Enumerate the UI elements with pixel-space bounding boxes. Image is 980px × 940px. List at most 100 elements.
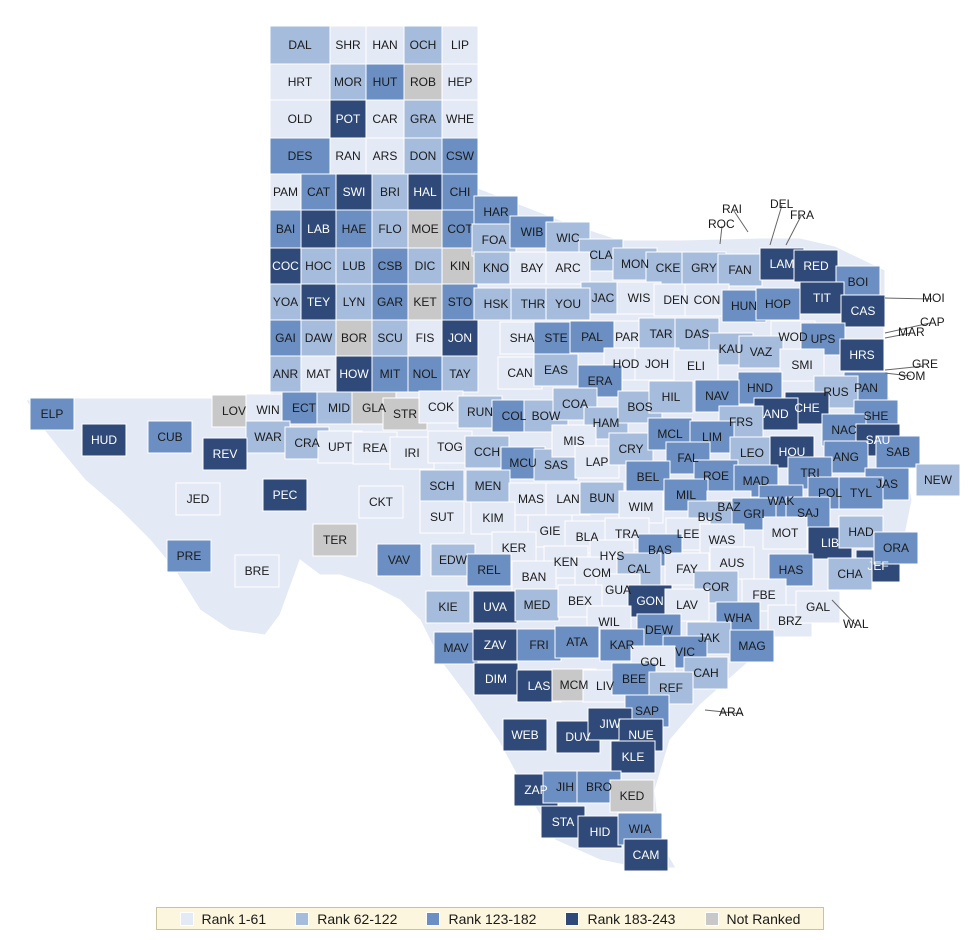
county-label-web: WEB bbox=[511, 728, 538, 742]
county-fri[interactable] bbox=[516, 628, 562, 662]
county-label-bri: BRI bbox=[380, 185, 400, 199]
callout-label-rai: RAI bbox=[722, 202, 742, 216]
county-cub[interactable] bbox=[147, 420, 193, 454]
county-label-war: WAR bbox=[254, 430, 282, 444]
county-pec[interactable] bbox=[262, 478, 308, 512]
county-cas[interactable] bbox=[840, 294, 886, 328]
county-has[interactable] bbox=[768, 553, 814, 587]
county-label-sto: STO bbox=[448, 295, 472, 309]
county-label-wod: WOD bbox=[778, 330, 808, 344]
county-las[interactable] bbox=[516, 669, 562, 703]
county-label-fbe: FBE bbox=[752, 588, 775, 602]
county-label-mag: MAG bbox=[738, 639, 765, 653]
county-label-tog: TOG bbox=[437, 440, 463, 454]
county-mot[interactable] bbox=[762, 516, 808, 550]
county-label-hsk: HSK bbox=[484, 297, 509, 311]
county-you[interactable] bbox=[545, 287, 591, 321]
county-elp[interactable] bbox=[29, 397, 75, 431]
county-mag[interactable] bbox=[729, 629, 775, 663]
county-new[interactable] bbox=[915, 463, 961, 497]
county-label-pan: PAN bbox=[854, 381, 878, 395]
county-bre[interactable] bbox=[234, 554, 280, 588]
county-label-whe: WHE bbox=[446, 112, 474, 126]
county-label-mcl: MCL bbox=[657, 427, 683, 441]
county-cha[interactable] bbox=[827, 557, 873, 591]
county-label-hys: HYS bbox=[600, 549, 625, 563]
county-label-bee: BEE bbox=[622, 672, 646, 686]
county-iri[interactable] bbox=[389, 436, 435, 470]
county-label-roe: ROE bbox=[703, 469, 729, 483]
county-label-ars: ARS bbox=[373, 149, 398, 163]
county-label-fis: FIS bbox=[416, 331, 435, 345]
county-label-bay: BAY bbox=[520, 261, 543, 275]
county-hid[interactable] bbox=[577, 815, 623, 849]
county-pre[interactable] bbox=[166, 539, 212, 573]
county-ked[interactable] bbox=[609, 779, 655, 813]
county-label-cry: CRY bbox=[618, 442, 643, 456]
county-hud[interactable] bbox=[81, 423, 127, 457]
county-ora[interactable] bbox=[873, 531, 919, 565]
county-lan[interactable] bbox=[545, 482, 591, 516]
legend-swatch bbox=[426, 911, 441, 926]
county-label-men: MEN bbox=[475, 479, 502, 493]
county-ter[interactable] bbox=[312, 523, 358, 557]
county-label-com: COM bbox=[583, 566, 611, 580]
county-label-kar: KAR bbox=[610, 638, 635, 652]
county-tyl[interactable] bbox=[838, 476, 884, 510]
county-label-mis: MIS bbox=[563, 434, 584, 448]
county-label-rob: ROB bbox=[410, 75, 436, 89]
county-hun[interactable] bbox=[721, 289, 767, 323]
county-label-dim: DIM bbox=[485, 672, 507, 686]
county-kie[interactable] bbox=[425, 590, 471, 624]
county-label-swi: SWI bbox=[343, 185, 366, 199]
county-label-anr: ANR bbox=[273, 367, 299, 381]
county-rel[interactable] bbox=[466, 553, 512, 587]
county-tay[interactable] bbox=[441, 355, 479, 393]
county-jed[interactable] bbox=[175, 482, 221, 516]
county-can[interactable] bbox=[497, 356, 543, 390]
county-vav[interactable] bbox=[376, 543, 422, 577]
callout-line bbox=[884, 372, 912, 377]
county-label-nue: NUE bbox=[628, 728, 653, 742]
county-ckt[interactable] bbox=[358, 485, 404, 519]
legend-swatch bbox=[565, 911, 580, 926]
county-label-ckt: CKT bbox=[369, 495, 394, 509]
county-sut[interactable] bbox=[419, 500, 465, 534]
county-str[interactable] bbox=[382, 397, 428, 431]
county-med[interactable] bbox=[514, 588, 560, 622]
county-label-was: WAS bbox=[709, 533, 736, 547]
county-gal[interactable] bbox=[795, 590, 841, 624]
county-kle[interactable] bbox=[610, 740, 656, 774]
county-web[interactable] bbox=[502, 718, 548, 752]
county-label-wib: WIB bbox=[521, 225, 544, 239]
county-hil[interactable] bbox=[648, 380, 694, 414]
county-label-kno: KNO bbox=[483, 261, 509, 275]
county-hrs[interactable] bbox=[839, 338, 885, 372]
county-label-sab: SAB bbox=[886, 445, 910, 459]
county-label-wil: WIL bbox=[598, 615, 620, 629]
county-label-hrt: HRT bbox=[288, 75, 313, 89]
county-ata[interactable] bbox=[554, 625, 600, 659]
county-label-wis: WIS bbox=[628, 291, 651, 305]
county-label-hid: HID bbox=[590, 825, 611, 839]
callout-label-cap: CAP bbox=[920, 315, 945, 329]
callout-line bbox=[733, 210, 749, 233]
county-uva[interactable] bbox=[472, 590, 518, 624]
county-wim[interactable] bbox=[618, 490, 664, 524]
county-lav[interactable] bbox=[664, 588, 710, 622]
county-label-ker: KER bbox=[502, 541, 527, 555]
county-rev[interactable] bbox=[202, 437, 248, 471]
county-hop[interactable] bbox=[755, 287, 801, 321]
county-label-jac: JAC bbox=[592, 291, 615, 305]
legend-item-rank-62-122: Rank 62-122 bbox=[295, 911, 397, 927]
county-eas[interactable] bbox=[533, 353, 579, 387]
county-label-edw: EDW bbox=[439, 553, 468, 567]
county-label-rus: RUS bbox=[823, 385, 848, 399]
texas-county-map: DAL SHR HAN OCH LIP HRT MOR HUT ROB HEP OLD POT CAR G… bbox=[25, 25, 961, 872]
county-lap[interactable] bbox=[574, 445, 620, 479]
county-fan[interactable] bbox=[717, 253, 763, 287]
county-cam[interactable] bbox=[623, 838, 669, 872]
county-label-sau: SAU bbox=[866, 433, 891, 447]
county-label-ata: ATA bbox=[566, 635, 588, 649]
